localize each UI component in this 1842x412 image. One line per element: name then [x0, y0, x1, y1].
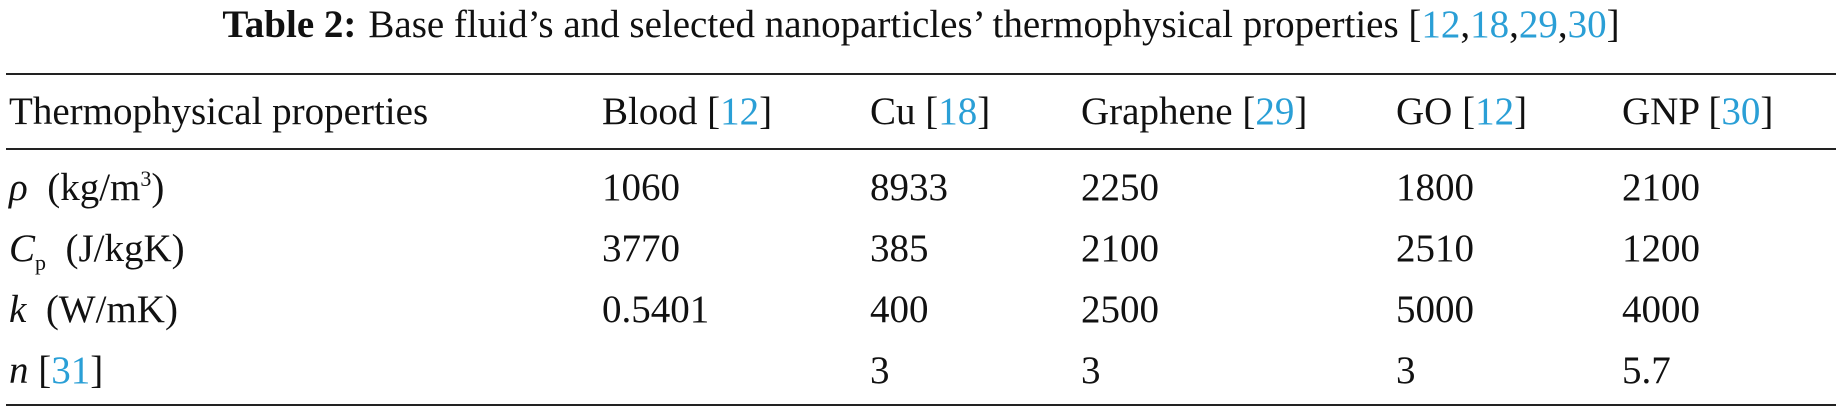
text-part: Graphene [	[1081, 90, 1256, 133]
table-cell: 2250	[1081, 168, 1159, 207]
table-cell: 2500	[1081, 290, 1159, 329]
text-part: Base fluid’s and selected nanoparticles’…	[368, 3, 1422, 46]
text-part: p	[35, 249, 47, 275]
text-part: 4000	[1622, 288, 1700, 331]
header-cell: Graphene [29]	[1081, 92, 1307, 131]
text-part: 5000	[1396, 288, 1474, 331]
table-cell: 3	[1081, 351, 1101, 390]
table-cell: 1200	[1622, 229, 1700, 268]
table-cell: ρ (kg/m3)	[9, 166, 165, 209]
text-part: 3	[870, 349, 890, 392]
table-cell: n [31]	[9, 351, 103, 390]
reference: 30	[1721, 90, 1761, 133]
bottom-rule	[6, 404, 1836, 406]
text-part: (kg/m	[27, 166, 141, 209]
table-cell: 385	[870, 229, 929, 268]
table-cell: 4000	[1622, 290, 1700, 329]
reference: 18	[938, 90, 978, 133]
text-part: C	[9, 227, 36, 270]
table-cell: 400	[870, 290, 929, 329]
text-part: 1800	[1396, 166, 1474, 209]
table-cell: 3770	[602, 229, 680, 268]
text-part: 1060	[602, 166, 680, 209]
table-cell: 0.5401	[602, 290, 709, 329]
text-part: 3	[140, 166, 152, 191]
table-cell: 2100	[1081, 229, 1159, 268]
header-cell: Thermophysical properties	[9, 92, 428, 131]
reference: 29	[1518, 3, 1558, 46]
header-cell: GNP [30]	[1622, 92, 1773, 131]
header-cell: GO [12]	[1396, 92, 1527, 131]
text-part: 2500	[1081, 288, 1159, 331]
text-part: ]	[977, 90, 991, 133]
text-part: 3	[1081, 349, 1101, 392]
table-cell: 3	[870, 351, 890, 390]
text-part: ,	[1509, 3, 1519, 46]
text-part: )	[151, 166, 165, 209]
text-part: ]	[1760, 90, 1774, 133]
text-part: ]	[1294, 90, 1308, 133]
header-cell: Cu [18]	[870, 92, 990, 131]
text-part: n	[9, 349, 29, 392]
table-cell: 5.7	[1622, 351, 1671, 390]
text-part: 400	[870, 288, 929, 331]
text-part: 3	[1396, 349, 1416, 392]
table-cell: k (W/mK)	[9, 290, 178, 329]
table-cell: 2100	[1622, 168, 1700, 207]
text-part: 2250	[1081, 166, 1159, 209]
reference: 30	[1567, 3, 1607, 46]
text-part: ]	[1606, 3, 1620, 46]
text-part: ρ	[9, 166, 28, 209]
text-part: [	[28, 349, 52, 392]
table-cell: Cp (J/kgK)	[9, 229, 185, 274]
text-part: Blood [	[602, 90, 721, 133]
header-rule	[6, 148, 1836, 150]
text-part: GO [	[1396, 90, 1476, 133]
table-cell: 1800	[1396, 168, 1474, 207]
text-part: ]	[1514, 90, 1528, 133]
text-part: 5.7	[1622, 349, 1671, 392]
caption-label: Table 2:	[222, 3, 357, 46]
text-part: (J/kgK)	[46, 227, 185, 270]
reference: 12	[1475, 90, 1515, 133]
reference: 31	[51, 349, 91, 392]
text-part: ]	[759, 90, 773, 133]
text-part: 0.5401	[602, 288, 710, 331]
text-part: ,	[1557, 3, 1568, 46]
text-part: 2510	[1396, 227, 1474, 270]
text-part: 3770	[602, 227, 680, 270]
table-cell: 2510	[1396, 229, 1474, 268]
text-part: ]	[90, 349, 104, 392]
text-part: k	[9, 288, 27, 331]
text-part: Cu [	[870, 90, 939, 133]
table-cell: 5000	[1396, 290, 1474, 329]
caption: Table 2: Base fluid’s and selected nanopa…	[0, 2, 1842, 47]
table-cell: 3	[1396, 351, 1416, 390]
text-part: ,	[1460, 3, 1471, 46]
text-part: Thermophysical properties	[9, 90, 429, 133]
reference: 12	[720, 90, 760, 133]
reference: 29	[1255, 90, 1295, 133]
table-cell: 8933	[870, 168, 948, 207]
text-part: 2100	[1081, 227, 1159, 270]
text-part: GNP [	[1622, 90, 1722, 133]
text-part: 2100	[1622, 166, 1700, 209]
text-part: 8933	[870, 166, 948, 209]
top-rule	[6, 73, 1836, 75]
reference: 18	[1470, 3, 1510, 46]
table-cell: 1060	[602, 168, 680, 207]
text-part: (W/mK)	[26, 288, 178, 331]
reference: 12	[1421, 3, 1461, 46]
header-cell: Blood [12]	[602, 92, 772, 131]
text-part: 385	[870, 227, 929, 270]
caption-text: Base fluid’s and selected nanoparticles’…	[368, 3, 1619, 46]
text-part: 1200	[1622, 227, 1700, 270]
